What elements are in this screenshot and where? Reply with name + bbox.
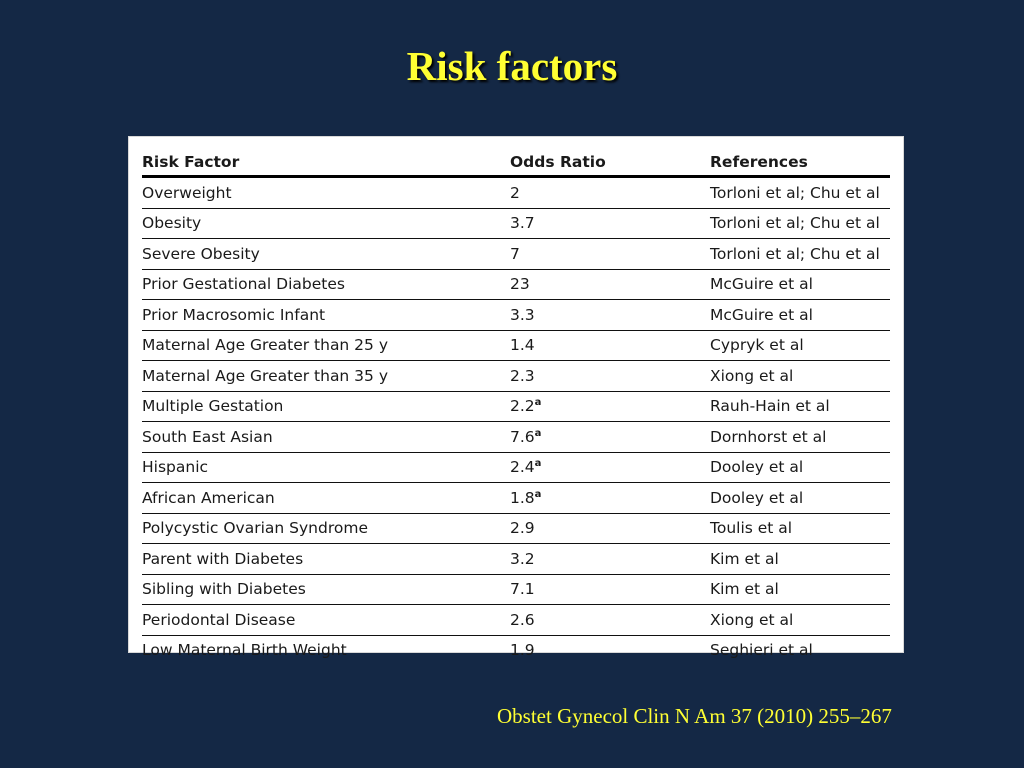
risk-factor-cell: Prior Gestational Diabetes — [142, 269, 510, 300]
odds-ratio-value: 7.6 — [510, 427, 535, 446]
odds-ratio-cell: 7.6a — [510, 421, 710, 453]
table-row: African American 1.8a Dooley et al — [142, 482, 890, 514]
table-row: Sibling with Diabetes 7.1 Kim et al — [142, 574, 890, 605]
table-row: Periodontal Disease 2.6 Xiong et al — [142, 604, 890, 636]
risk-factor-table-panel: Risk Factor Odds Ratio References Overwe… — [128, 136, 904, 659]
odds-ratio-cell: 2.3 — [510, 360, 710, 392]
table-row: Polycystic Ovarian Syndrome 2.9 Toulis et … — [142, 513, 890, 544]
table-row: Obesity 3.7 Torloni et al; Chu et al — [142, 208, 890, 239]
reference-cell: Xiong et al — [710, 360, 890, 392]
header-risk-factor: Risk Factor — [142, 149, 510, 178]
reference-cell: McGuire et al — [710, 299, 890, 331]
odds-ratio-value: 3.3 — [510, 305, 535, 324]
table-row: Severe Obesity 7 Torloni et al; Chu et al — [142, 238, 890, 270]
footnote-marker: a — [534, 397, 542, 409]
risk-factor-cell: Severe Obesity — [142, 238, 510, 270]
odds-ratio-value: 2.3 — [510, 366, 535, 385]
table-row: South East Asian 7.6a Dornhorst et al — [142, 421, 890, 453]
odds-ratio-value: 1.9 — [510, 641, 535, 660]
reference-cell: Dornhorst et al — [710, 421, 890, 453]
odds-ratio-cell: 23 — [510, 269, 710, 300]
table-row: Multiple Gestation 2.2a Rauh-Hain et al — [142, 391, 890, 422]
odds-ratio-cell: 1.8a — [510, 482, 710, 514]
footnote-marker: a — [534, 458, 542, 470]
reference-cell: Torloni et al; Chu et al — [710, 176, 890, 209]
odds-ratio-value: 2.2 — [510, 397, 535, 416]
risk-factor-cell: Low Maternal Birth Weight — [142, 641, 347, 660]
odds-ratio-cell: 2.2a — [510, 391, 710, 422]
reference-cell: Rauh-Hain et al — [710, 391, 890, 422]
odds-ratio-value: 23 — [510, 275, 530, 294]
odds-ratio-value: 2 — [510, 183, 520, 202]
reference-cell: Torloni et al; Chu et al — [710, 238, 890, 270]
risk-factor-cell: Hispanic — [142, 452, 510, 483]
odds-ratio-value: 2.9 — [510, 519, 535, 538]
citation: Obstet Gynecol Clin N Am 37 (2010) 255–2… — [497, 704, 892, 728]
risk-factor-cell: Prior Macrosomic Infant — [142, 299, 510, 331]
reference-cell: Cypryk et al — [710, 330, 890, 361]
odds-ratio-value: 2.4 — [510, 458, 535, 477]
odds-ratio-value: 3.2 — [510, 549, 535, 568]
odds-ratio-value: 3.7 — [510, 214, 535, 233]
reference-cell: Dooley et al — [710, 482, 890, 514]
odds-ratio-cell: 7.1 — [510, 574, 710, 605]
odds-ratio-cell: 2.6 — [510, 604, 710, 636]
odds-ratio-cell: 3.3 — [510, 299, 710, 331]
risk-factor-cell: Maternal Age Greater than 35 y — [142, 360, 510, 392]
odds-ratio-cell: 2.9 — [510, 513, 710, 544]
header-references: References — [710, 149, 890, 178]
odds-ratio-cell: 2 — [510, 176, 710, 209]
slide-title: Risk factors — [406, 43, 618, 89]
reference-cell: Dooley et al — [710, 452, 890, 483]
reference-cell: McGuire et al — [710, 269, 890, 300]
header-odds-ratio: Odds Ratio — [510, 149, 710, 178]
risk-factor-table: Risk Factor Odds Ratio References Overwe… — [142, 149, 890, 665]
table-row: Maternal Age Greater than 35 y 2.3 Xiong e… — [142, 360, 890, 392]
reference-cell: Xiong et al — [710, 604, 890, 636]
odds-ratio-cell: 3.2 — [510, 543, 710, 575]
odds-ratio-cell: 3.7 — [510, 208, 710, 239]
table-row: Overweight 2 Torloni et al; Chu et al — [142, 176, 890, 209]
reference-cell: Kim et al — [710, 543, 890, 575]
risk-factor-cell: Parent with Diabetes — [142, 543, 510, 575]
odds-ratio-value: 1.4 — [510, 336, 535, 355]
risk-factor-cell: Overweight — [142, 176, 510, 209]
risk-factor-cell: South East Asian — [142, 421, 510, 453]
table-row: Prior Gestational Diabetes 23 McGuire et a… — [142, 269, 890, 300]
footnote-marker: a — [534, 488, 542, 500]
reference-cell: Toulis et al — [710, 513, 890, 544]
table-row: Parent with Diabetes 3.2 Kim et al — [142, 543, 890, 575]
risk-factor-cell: Multiple Gestation — [142, 391, 510, 422]
table-row: Low Maternal Birth Weight 1.9 Seghieri et … — [142, 635, 890, 665]
reference-cell: Kim et al — [710, 574, 890, 605]
risk-factor-cell: Periodontal Disease — [142, 604, 510, 636]
risk-factor-cell: Obesity — [142, 208, 510, 239]
table-row: Maternal Age Greater than 25 y 1.4 Cypryk … — [142, 330, 890, 361]
odds-ratio-cell: 1.4 — [510, 330, 710, 361]
odds-ratio-value: 1.8 — [510, 488, 535, 507]
risk-factor-cell: African American — [142, 482, 510, 514]
odds-ratio-cell: 1.9 — [510, 635, 710, 665]
reference-cell: Torloni et al; Chu et al — [710, 208, 890, 239]
odds-ratio-cell: 7 — [510, 238, 710, 270]
table-row: Hispanic 2.4a Dooley et al — [142, 452, 890, 483]
odds-ratio-cell: 2.4a — [510, 452, 710, 483]
reference-cell: Seghieri et al — [710, 641, 813, 660]
risk-factor-cell: Sibling with Diabetes — [142, 574, 510, 605]
odds-ratio-value: 2.6 — [510, 610, 535, 629]
risk-factor-cell: Maternal Age Greater than 25 y — [142, 330, 510, 361]
risk-factor-cell: Polycystic Ovarian Syndrome — [142, 513, 510, 544]
table-row: Prior Macrosomic Infant 3.3 McGuire et al — [142, 299, 890, 331]
table-body: Overweight 2 Torloni et al; Chu et al Obesi… — [142, 176, 890, 666]
odds-ratio-value: 7.1 — [510, 580, 535, 599]
footnote-marker: a — [534, 427, 542, 439]
table-header-row: Risk Factor Odds Ratio References — [142, 149, 890, 178]
odds-ratio-value: 7 — [510, 244, 520, 263]
